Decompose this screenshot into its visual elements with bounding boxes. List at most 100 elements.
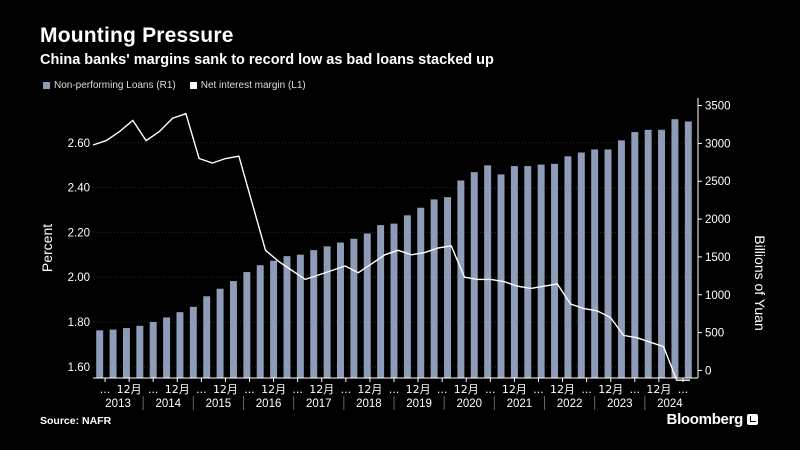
bar-npl (510, 166, 518, 378)
y-tick-label-right: 1000 (705, 290, 731, 302)
x-tick-label: 12月 (261, 383, 286, 396)
bar-npl (444, 197, 451, 378)
bar-npl (671, 119, 679, 379)
x-year-label: 2021 (507, 398, 533, 410)
bar-npl (417, 207, 425, 378)
x-year-label: 2024 (657, 398, 683, 410)
chart-subtitle: China banks' margins sank to record low … (40, 52, 494, 68)
x-tick-label: ... (437, 383, 448, 396)
x-tick-label: ... (244, 383, 255, 396)
legend-swatch-bar (43, 82, 50, 89)
bar-npl (617, 140, 625, 378)
y-tick-label-right: 500 (705, 328, 724, 340)
x-tick-label: 12月 (309, 383, 334, 396)
brand-name: Bloomberg (666, 411, 744, 428)
y-tick-label-left: 2.40 (68, 183, 90, 195)
x-tick-label: 12月 (502, 383, 527, 396)
x-tick-label: ... (678, 383, 689, 396)
bar-npl (176, 312, 184, 378)
bar-npl (430, 199, 438, 378)
x-tick-label: ... (341, 383, 352, 396)
x-year-label: 2020 (456, 398, 482, 410)
x-tick-label: ... (533, 383, 544, 396)
legend-item-npl: Non-performing Loans (R1) (43, 80, 176, 91)
x-tick-label: ... (389, 383, 400, 396)
y-tick-label-right: 1500 (705, 252, 731, 264)
bar-npl (203, 296, 211, 378)
legend-label-nim: Net interest margin (L1) (200, 80, 306, 91)
bar-npl (470, 172, 478, 378)
bar-npl (189, 306, 197, 378)
bar-npl (390, 223, 398, 378)
legend: Non-performing Loans (R1) Net interest m… (43, 80, 306, 91)
x-tick-label: 12月 (213, 383, 238, 396)
bar-npl (684, 121, 692, 378)
x-tick-label: ... (148, 383, 159, 396)
y-tick-label-right: 2000 (705, 214, 731, 226)
bar-npl (363, 233, 371, 378)
y-tick-label-left: 2.60 (68, 138, 90, 150)
bar-npl (377, 225, 385, 378)
bar-npl (591, 149, 599, 378)
x-tick-label: ... (485, 383, 496, 396)
bar-npl (270, 260, 278, 378)
x-year-label: 2015 (206, 398, 232, 410)
x-tick-label: ... (630, 383, 641, 396)
x-year-label: 2014 (155, 398, 181, 410)
bar-npl (350, 238, 358, 378)
y-axis-title-left: Percent (39, 224, 55, 272)
source-note: Source: NAFR (40, 415, 112, 427)
x-year-label: 2013 (105, 398, 131, 410)
x-tick-label: ... (196, 383, 207, 396)
y-tick-label-right: 3500 (705, 101, 731, 113)
bar-npl (564, 156, 572, 378)
x-tick-label: ... (100, 383, 111, 396)
x-tick-label: 12月 (598, 383, 623, 396)
bar-npl (551, 163, 559, 378)
x-tick-label: 12月 (165, 383, 190, 396)
bar-npl (163, 317, 171, 378)
y-tick-label-right: 2500 (705, 176, 731, 188)
bar-npl (337, 242, 344, 378)
bar-npl (457, 180, 465, 378)
bar-npl (497, 174, 505, 378)
y-tick-label-right: 3000 (705, 138, 731, 150)
y-axis-title-right: Billions of Yuan (752, 235, 768, 330)
bar-npl (604, 149, 612, 378)
legend-swatch-line (189, 82, 197, 89)
bar-npl (323, 246, 331, 378)
x-tick-label: 12月 (117, 383, 142, 396)
bar-npl (577, 152, 585, 378)
bar-npl (537, 164, 545, 378)
x-tick-label: 12月 (406, 383, 431, 396)
x-tick-label: ... (581, 383, 592, 396)
x-tick-label: 12月 (357, 383, 382, 396)
legend-item-nim: Net interest margin (L1) (189, 80, 306, 91)
x-year-label: 2016 (256, 398, 282, 410)
bar-npl (229, 281, 237, 378)
brand-logo: Bloomberg (667, 411, 758, 428)
x-year-label: 2017 (306, 398, 332, 410)
bar-npl (109, 329, 117, 378)
y-tick-label-right: 0 (705, 365, 711, 377)
bar-npl (283, 256, 291, 378)
x-tick-label: ... (292, 383, 303, 396)
bar-npl (403, 215, 411, 378)
brand-icon (747, 414, 758, 425)
bar-npl (644, 129, 652, 378)
bar-npl (149, 322, 157, 378)
bar-npl (310, 250, 318, 378)
bar-npl (96, 330, 104, 378)
bar-npl (243, 272, 251, 378)
bar-npl (296, 254, 304, 378)
y-tick-label-left: 2.00 (68, 272, 90, 284)
bar-npl (136, 325, 144, 378)
bar-npl (484, 165, 492, 378)
x-year-label: 2018 (356, 398, 382, 410)
bar-npl (524, 166, 532, 378)
x-tick-label: 12月 (454, 383, 479, 396)
x-year-label: 2019 (406, 398, 432, 410)
y-tick-label-left: 1.80 (68, 317, 90, 329)
x-tick-label: 12月 (646, 383, 671, 396)
